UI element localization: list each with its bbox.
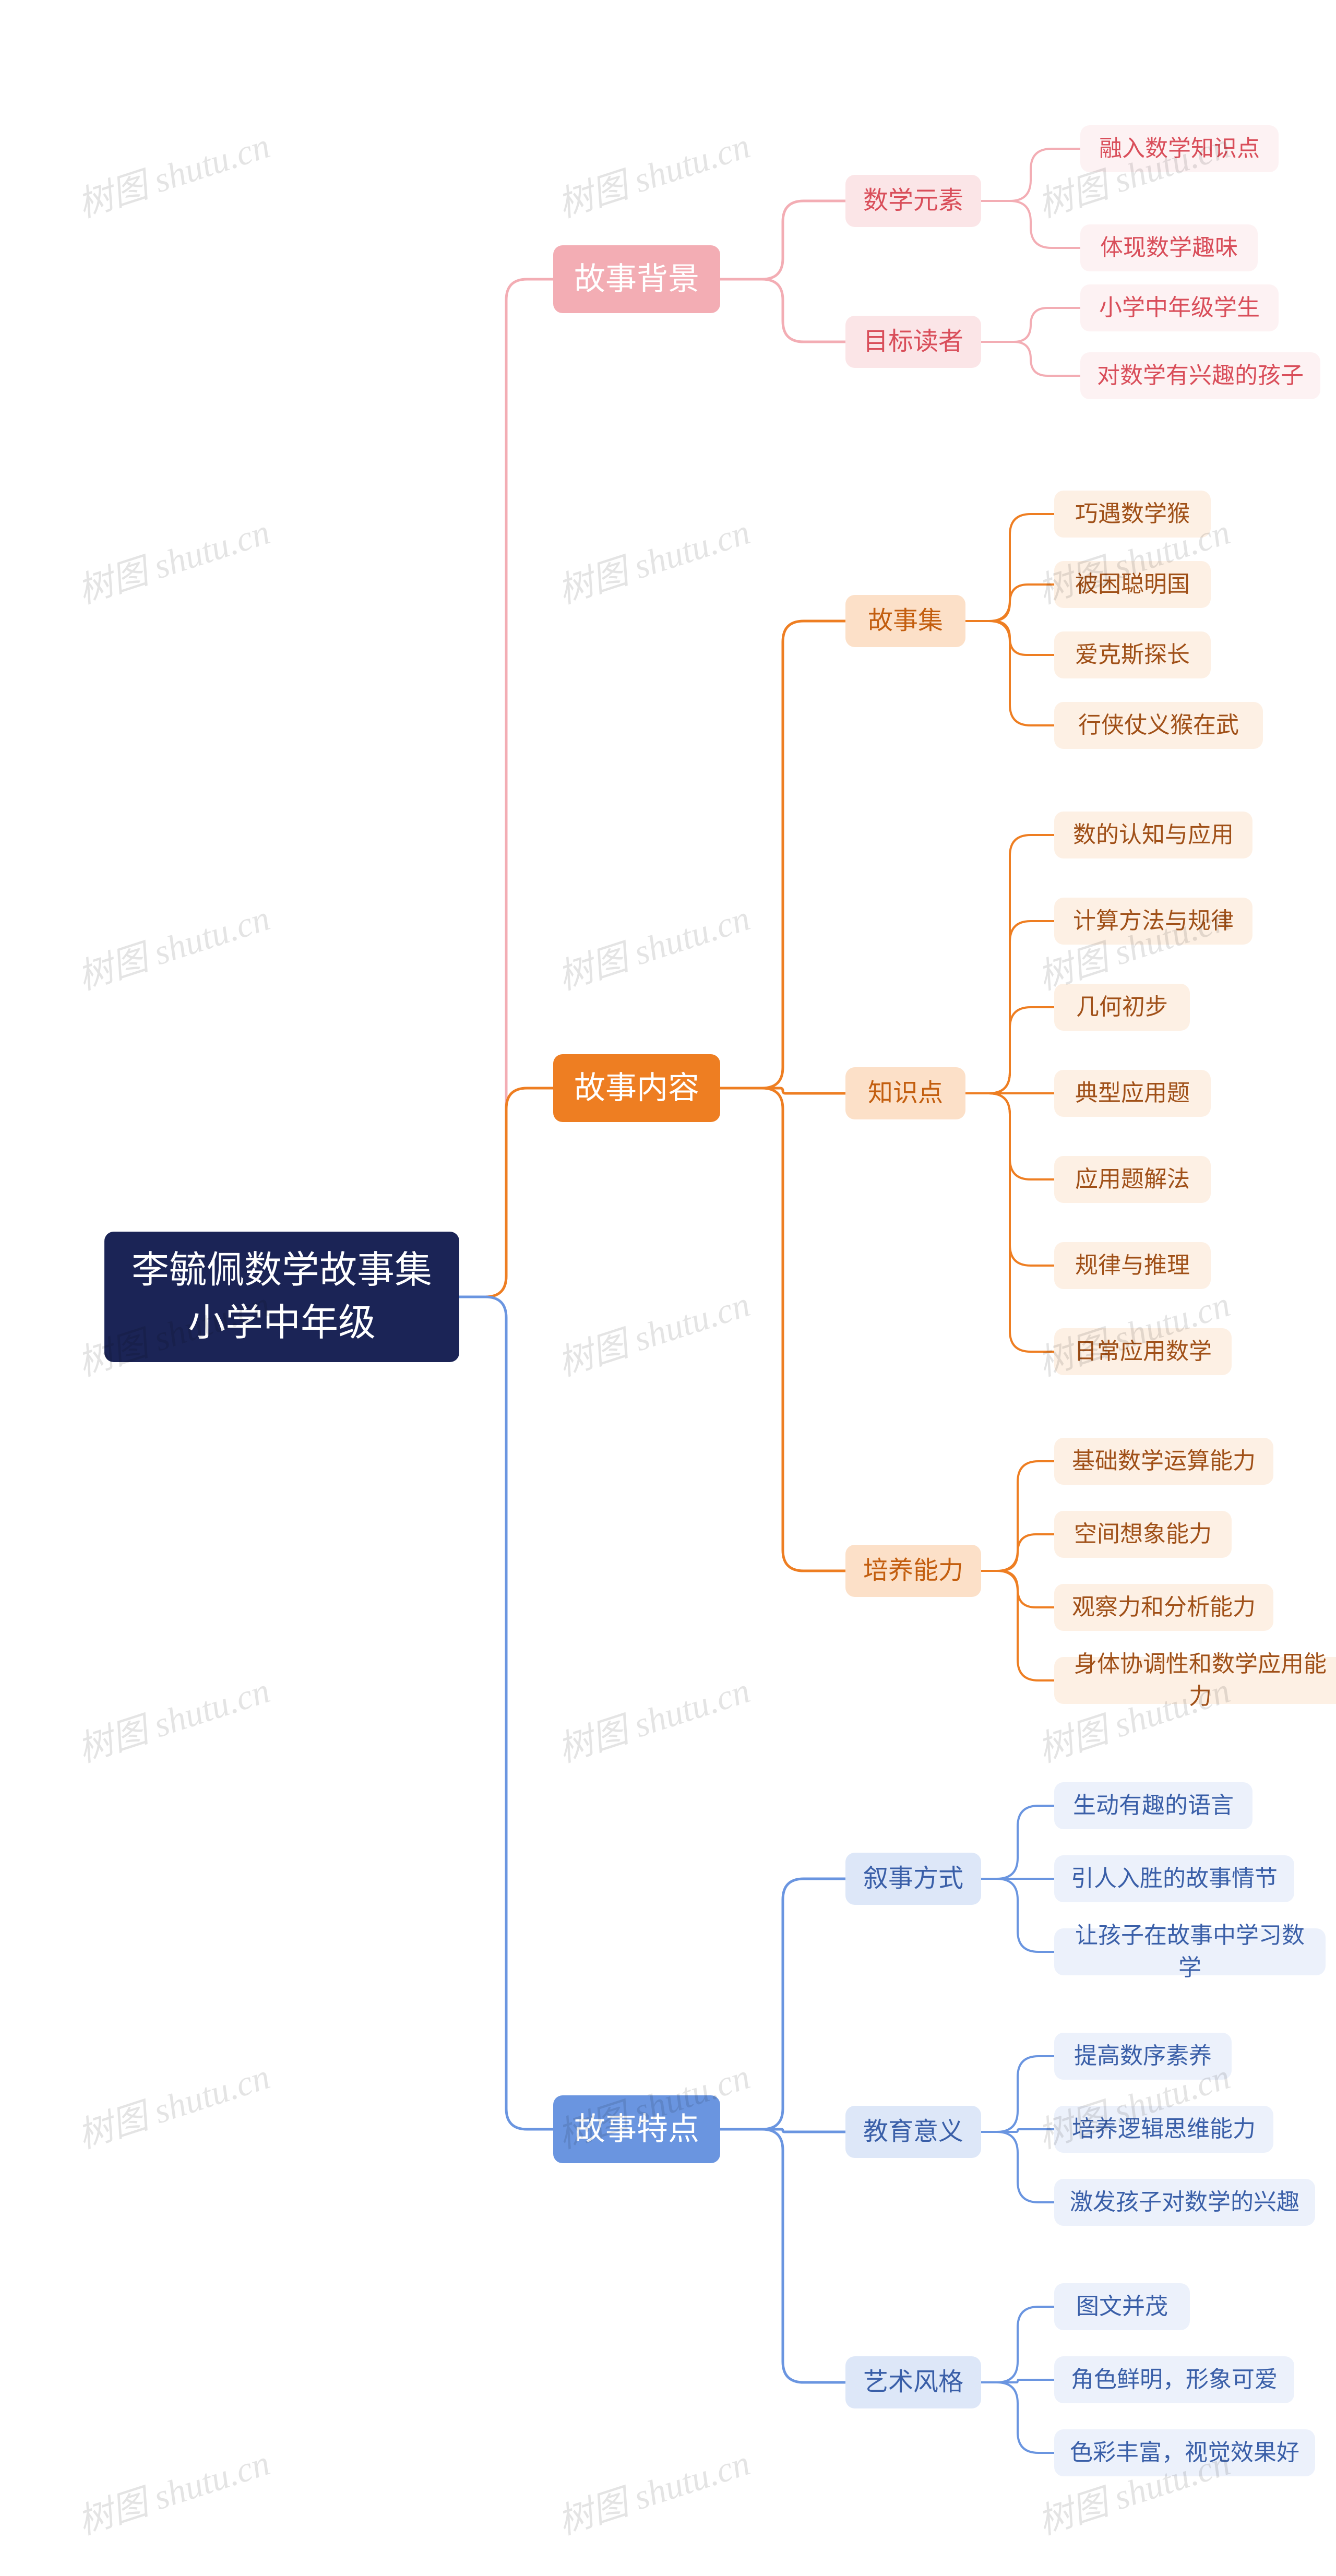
leaf-node: 行侠仗义猴在武 — [1054, 702, 1263, 749]
leaf-node: 基础数学运算能力 — [1054, 1438, 1273, 1485]
connector-edge — [965, 921, 1054, 1093]
connector-edge — [720, 2129, 845, 2132]
leaf-node: 融入数学知识点 — [1080, 125, 1279, 172]
sub-node: 教育意义 — [845, 2106, 981, 2158]
connector-edge — [981, 201, 1080, 248]
mindmap-root: 李毓佩数学故事集 小学中年级 — [104, 1232, 459, 1362]
connector-edge — [981, 2380, 1054, 2382]
leaf-node: 生动有趣的语言 — [1054, 1782, 1252, 1829]
watermark: 树图 shutu.cn — [550, 2434, 755, 2544]
connector-edge — [965, 1007, 1054, 1093]
watermark: 树图 shutu.cn — [70, 2434, 275, 2544]
connector-edge — [720, 621, 845, 1088]
connector-edge — [981, 342, 1080, 376]
branch-node: 故事内容 — [553, 1054, 720, 1122]
watermark: 树图 shutu.cn — [550, 503, 755, 613]
watermark: 树图 shutu.cn — [70, 503, 275, 613]
leaf-node: 角色鲜明，形象可爱 — [1054, 2356, 1294, 2403]
connector-edge — [459, 1297, 553, 2129]
connector-edge — [981, 1806, 1054, 1879]
connector-edge — [981, 1534, 1054, 1571]
leaf-node: 规律与推理 — [1054, 1242, 1211, 1289]
connector-edge — [720, 2129, 845, 2382]
sub-node: 故事集 — [845, 595, 965, 647]
leaf-node: 色彩丰富，视觉效果好 — [1054, 2429, 1315, 2476]
leaf-node: 提高数序素养 — [1054, 2033, 1232, 2080]
leaf-node: 日常应用数学 — [1054, 1328, 1232, 1375]
sub-node: 数学元素 — [845, 175, 981, 227]
leaf-node: 体现数学趣味 — [1080, 224, 1258, 271]
connector-edge — [720, 1088, 845, 1093]
connector-edge — [965, 514, 1054, 621]
connector-edge — [981, 1879, 1054, 1952]
connector-edge — [459, 1088, 553, 1297]
connector-edge — [981, 2307, 1054, 2382]
leaf-node: 激发孩子对数学的兴趣 — [1054, 2179, 1315, 2226]
leaf-node: 对数学有兴趣的孩子 — [1080, 352, 1320, 399]
watermark: 树图 shutu.cn — [70, 116, 275, 227]
connector-edge — [720, 201, 845, 279]
connector-edge — [965, 1093, 1054, 1179]
leaf-node: 身体协调性和数学应用能力 — [1054, 1657, 1336, 1704]
leaf-node: 典型应用题 — [1054, 1070, 1211, 1117]
watermark: 树图 shutu.cn — [70, 2047, 275, 2158]
leaf-node: 计算方法与规律 — [1054, 898, 1252, 945]
sub-node: 艺术风格 — [845, 2356, 981, 2408]
connector-edge — [981, 149, 1080, 201]
leaf-node: 培养逻辑思维能力 — [1054, 2106, 1273, 2153]
connector-edge — [965, 1093, 1054, 1352]
leaf-node: 空间想象能力 — [1054, 1511, 1232, 1558]
watermark: 树图 shutu.cn — [70, 1661, 275, 1772]
connector-edge — [720, 1088, 845, 1571]
watermark: 树图 shutu.cn — [550, 1275, 755, 1386]
sub-node: 知识点 — [845, 1067, 965, 1119]
connector-edge — [720, 1879, 845, 2129]
watermark: 树图 shutu.cn — [550, 889, 755, 999]
connector-edge — [965, 621, 1054, 725]
connector-edge — [981, 2132, 1054, 2202]
connector-edge — [965, 1093, 1054, 1266]
branch-node: 故事特点 — [553, 2095, 720, 2163]
leaf-node: 小学中年级学生 — [1080, 284, 1279, 331]
leaf-node: 让孩子在故事中学习数学 — [1054, 1928, 1326, 1975]
connector-edge — [981, 1571, 1054, 1680]
leaf-node: 观察力和分析能力 — [1054, 1584, 1273, 1631]
connector-edge — [981, 2056, 1054, 2132]
connector-edge — [965, 585, 1054, 621]
leaf-node: 图文并茂 — [1054, 2283, 1190, 2330]
sub-node: 目标读者 — [845, 316, 981, 368]
branch-node: 故事背景 — [553, 245, 720, 313]
connector-edge — [981, 2382, 1054, 2453]
connector-edge — [965, 621, 1054, 655]
sub-node: 叙事方式 — [845, 1853, 981, 1905]
connector-edge — [981, 2129, 1054, 2132]
connector-edge — [965, 835, 1054, 1093]
sub-node: 培养能力 — [845, 1545, 981, 1597]
leaf-node: 爱克斯探长 — [1054, 631, 1211, 678]
leaf-node: 引人入胜的故事情节 — [1054, 1855, 1294, 1902]
connector-edge — [459, 279, 553, 1297]
connector-edge — [981, 1571, 1054, 1607]
leaf-node: 应用题解法 — [1054, 1156, 1211, 1203]
connector-edge — [720, 279, 845, 342]
leaf-node: 数的认知与应用 — [1054, 812, 1252, 858]
leaf-node: 巧遇数学猴 — [1054, 491, 1211, 538]
watermark: 树图 shutu.cn — [550, 1661, 755, 1772]
watermark: 树图 shutu.cn — [70, 889, 275, 999]
leaf-node: 几何初步 — [1054, 984, 1190, 1031]
watermark: 树图 shutu.cn — [550, 116, 755, 227]
leaf-node: 被困聪明国 — [1054, 561, 1211, 608]
connector-edge — [981, 1461, 1054, 1571]
connector-edge — [981, 308, 1080, 342]
